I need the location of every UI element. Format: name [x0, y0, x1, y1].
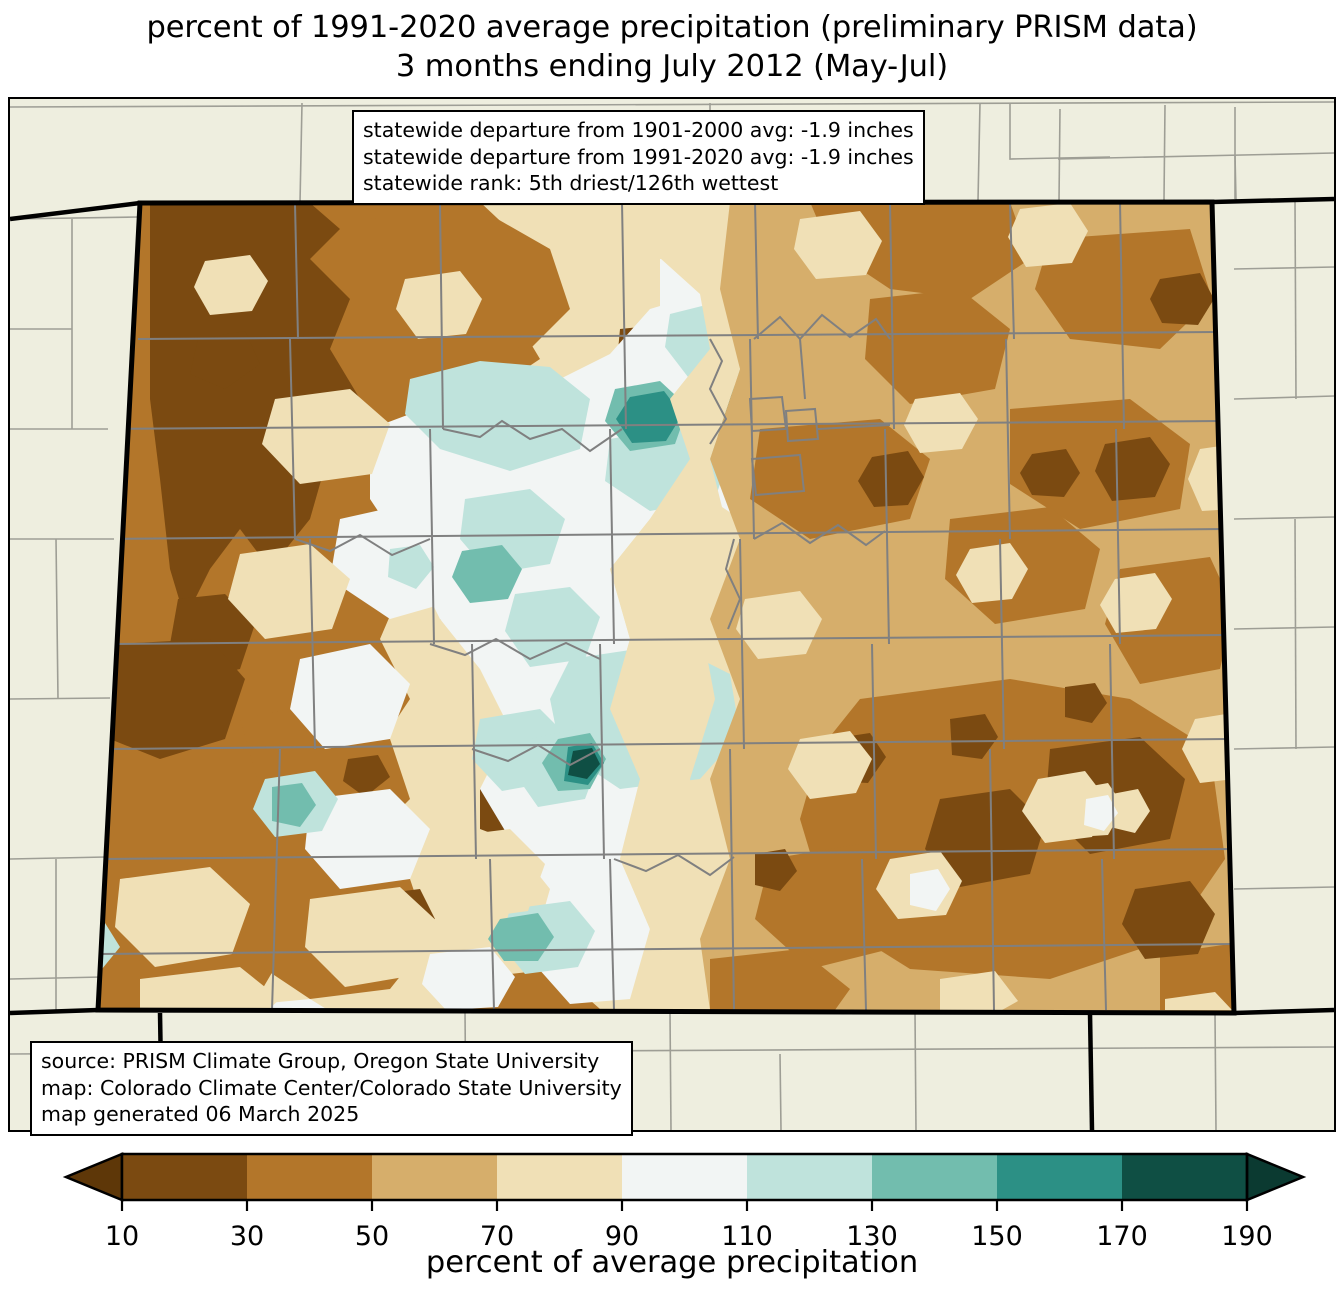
colorbar-band [247, 1154, 373, 1200]
colorbar-band [122, 1154, 248, 1200]
map-generated-line: map generated 06 March 2025 [41, 1102, 360, 1126]
source-line: source: PRISM Climate Group, Oregon Stat… [41, 1049, 600, 1073]
map-canvas [8, 97, 1336, 1132]
colorbar-tick-label: 110 [721, 1221, 773, 1252]
colorbar-tick-label: 130 [846, 1221, 898, 1252]
page-title: percent of 1991-2020 average precipitati… [0, 8, 1344, 86]
stats-departure-1991-2020: statewide departure from 1991-2020 avg: … [363, 144, 914, 169]
title-line-2: 3 months ending July 2012 (May-Jul) [395, 49, 949, 84]
colorbar-ticks [120, 1200, 1249, 1211]
colorbar-tick-label: 10 [105, 1221, 139, 1252]
title-line-1: percent of 1991-2020 average precipitati… [146, 10, 1198, 45]
map-author-line: map: Colorado Climate Center/Colorado St… [41, 1075, 622, 1100]
colorbar-band [372, 1154, 498, 1200]
colorbar: 10 30 50 70 90 110 130 150 170 190 [0, 1146, 1344, 1299]
colorbar-tick-label: 30 [230, 1221, 264, 1252]
colorbar-band [872, 1154, 998, 1200]
colorbar-band [747, 1154, 873, 1200]
colorbar-tick-label: 190 [1221, 1221, 1273, 1252]
colorado-county-boundaries [98, 202, 1234, 1011]
stats-rank: statewide rank: 5th driest/126th wettest [363, 171, 779, 195]
stats-departure-1901-2000: statewide departure from 1901-2000 avg: … [363, 118, 914, 142]
colorbar-tick-label: 150 [971, 1221, 1023, 1252]
colorbar-tick-labels: 10 30 50 70 90 110 130 150 170 190 [105, 1221, 1273, 1252]
colorbar-band [997, 1154, 1123, 1200]
colorbar-under-arrow [62, 1152, 124, 1202]
colorbar-tick-label: 70 [480, 1221, 514, 1252]
precip-contour-fill [98, 202, 1234, 1013]
colorbar-bands [62, 1152, 1307, 1202]
colorbar-tick-label: 50 [355, 1221, 389, 1252]
source-credit-box: source: PRISM Climate Group, Oregon Stat… [30, 1041, 633, 1136]
colorbar-axis-title: percent of average precipitation [425, 1245, 919, 1280]
colorbar-band [497, 1154, 623, 1200]
colorbar-tick-label: 170 [1096, 1221, 1148, 1252]
colorbar-tick-label: 90 [605, 1221, 639, 1252]
precipitation-choropleth-map [10, 99, 1334, 1130]
colorbar-band [1122, 1154, 1248, 1200]
statewide-stats-box: statewide departure from 1901-2000 avg: … [352, 110, 925, 205]
colorbar-over-arrow [1245, 1152, 1307, 1202]
colorbar-outline [120, 1152, 1249, 1202]
colorbar-svg: 10 30 50 70 90 110 130 150 170 190 [62, 1152, 1307, 1252]
colorbar-band [622, 1154, 748, 1200]
